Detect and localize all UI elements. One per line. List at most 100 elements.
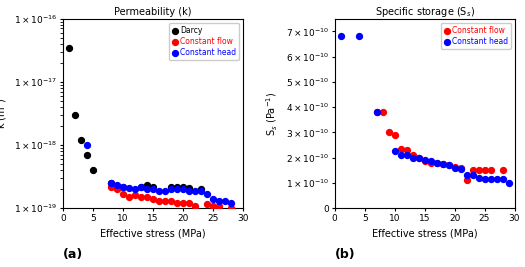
Constant head: [161, 189, 169, 193]
X-axis label: Effective stress (MPa): Effective stress (MPa): [100, 228, 206, 238]
Constant flow: [498, 168, 507, 172]
Constant flow: [166, 199, 175, 203]
Constant head: [450, 166, 459, 170]
Darcy: [107, 181, 115, 185]
Constant flow: [379, 110, 387, 114]
Constant flow: [131, 193, 139, 198]
Darcy: [143, 183, 151, 187]
Constant flow: [403, 148, 411, 152]
Constant flow: [444, 163, 453, 167]
Y-axis label: S$_s$ (Pa$^{-1}$): S$_s$ (Pa$^{-1}$): [265, 91, 280, 136]
Constant head: [220, 199, 229, 203]
Constant flow: [384, 130, 393, 135]
Constant head: [215, 199, 223, 203]
Constant head: [131, 187, 139, 191]
Darcy: [71, 113, 79, 117]
Constant flow: [173, 201, 181, 205]
Constant head: [403, 153, 411, 157]
Constant flow: [475, 168, 483, 172]
Darcy: [119, 184, 127, 189]
Constant flow: [391, 133, 399, 137]
Constant flow: [227, 206, 235, 210]
X-axis label: Effective stress (MPa): Effective stress (MPa): [372, 228, 477, 238]
Darcy: [149, 184, 157, 189]
Constant head: [391, 149, 399, 154]
Constant flow: [215, 203, 223, 208]
Darcy: [185, 186, 193, 190]
Constant head: [337, 34, 345, 38]
Constant head: [113, 183, 121, 187]
Darcy: [197, 187, 205, 191]
Constant flow: [414, 156, 423, 160]
Constant head: [372, 110, 381, 114]
Constant head: [233, 212, 241, 217]
Constant flow: [136, 195, 145, 199]
Constant head: [433, 161, 441, 165]
Constant flow: [396, 147, 405, 151]
Darcy: [89, 168, 97, 172]
Constant flow: [107, 184, 115, 189]
Constant head: [149, 187, 157, 191]
Constant flow: [486, 168, 495, 172]
Constant head: [468, 173, 477, 178]
Darcy: [166, 184, 175, 189]
Darcy: [83, 153, 91, 157]
Constant flow: [433, 161, 441, 165]
Constant flow: [203, 202, 211, 207]
Constant head: [185, 189, 193, 193]
Y-axis label: k (m$^2$): k (m$^2$): [0, 98, 8, 129]
Constant flow: [119, 191, 127, 196]
Constant head: [125, 186, 133, 190]
Constant head: [463, 173, 471, 178]
Text: (a): (a): [63, 248, 83, 261]
Constant flow: [468, 168, 477, 172]
Constant head: [197, 189, 205, 193]
Constant head: [208, 197, 217, 201]
Darcy: [173, 184, 181, 189]
Constant head: [438, 162, 447, 166]
Text: (b): (b): [335, 248, 355, 261]
Constant head: [227, 201, 235, 205]
Constant head: [119, 184, 127, 189]
Constant flow: [480, 168, 489, 172]
Constant head: [426, 159, 435, 164]
Darcy: [178, 184, 187, 189]
Constant flow: [185, 201, 193, 205]
Constant head: [475, 176, 483, 180]
Constant head: [396, 153, 405, 157]
Constant head: [166, 187, 175, 191]
Constant head: [456, 167, 465, 171]
Constant flow: [149, 197, 157, 201]
Constant flow: [450, 164, 459, 169]
Constant head: [83, 143, 91, 147]
Constant head: [173, 187, 181, 191]
Constant head: [107, 181, 115, 185]
Constant flow: [155, 199, 163, 203]
Constant head: [486, 177, 495, 181]
Constant head: [354, 34, 363, 38]
Constant head: [143, 187, 151, 191]
Constant head: [155, 189, 163, 193]
Constant flow: [125, 195, 133, 199]
Darcy: [77, 138, 85, 142]
Legend: Constant flow, Constant head: Constant flow, Constant head: [441, 22, 511, 49]
Title: Permeability (k): Permeability (k): [114, 6, 192, 17]
Constant head: [498, 177, 507, 181]
Constant flow: [161, 199, 169, 203]
Constant flow: [456, 166, 465, 170]
Constant head: [191, 189, 199, 193]
Darcy: [65, 45, 73, 50]
Constant head: [414, 156, 423, 160]
Constant head: [444, 163, 453, 167]
Constant head: [136, 184, 145, 189]
Constant head: [203, 191, 211, 196]
Constant flow: [426, 161, 435, 165]
Title: Specific storage (S$_s$): Specific storage (S$_s$): [374, 5, 475, 18]
Constant flow: [438, 162, 447, 166]
Constant flow: [178, 201, 187, 205]
Constant flow: [113, 187, 121, 191]
Constant head: [178, 187, 187, 191]
Constant flow: [463, 178, 471, 183]
Constant flow: [143, 195, 151, 199]
Constant flow: [372, 110, 381, 114]
